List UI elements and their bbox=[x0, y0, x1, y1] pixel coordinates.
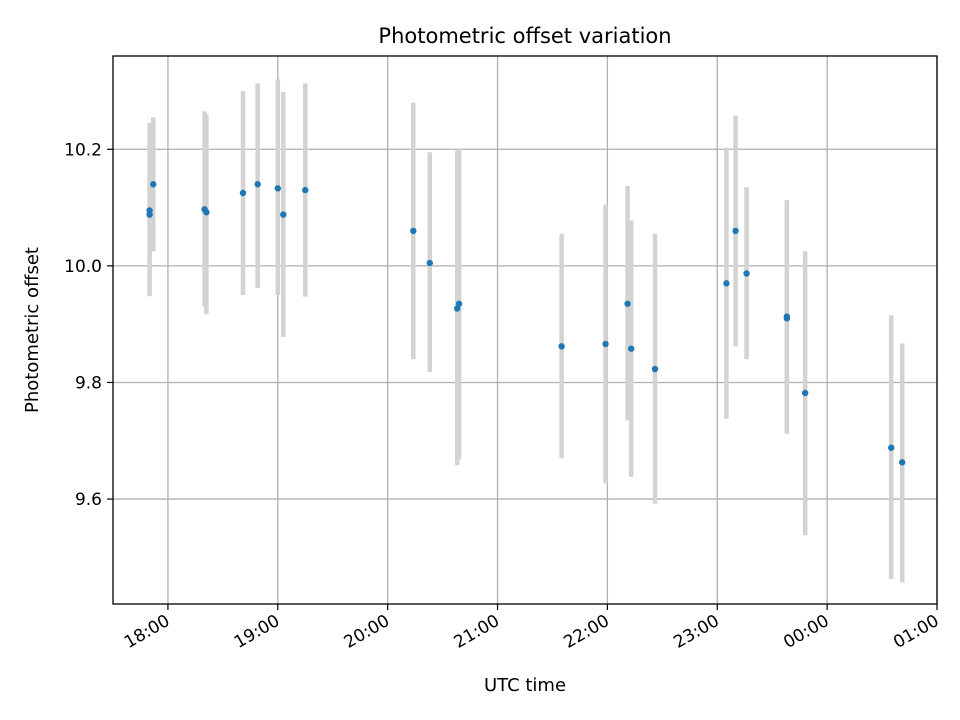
y-tick-label: 9.8 bbox=[75, 373, 102, 393]
data-point bbox=[410, 227, 417, 235]
data-point bbox=[254, 181, 261, 188]
data-point bbox=[274, 185, 281, 192]
data-point bbox=[888, 444, 895, 451]
data-point bbox=[602, 340, 609, 348]
x-tick-label: 22:00 bbox=[560, 611, 612, 653]
x-tick-label: 20:00 bbox=[341, 611, 393, 653]
data-point bbox=[239, 189, 247, 197]
x-tick-label: 19:00 bbox=[231, 611, 283, 653]
data-point bbox=[628, 345, 635, 352]
data-points bbox=[146, 181, 906, 466]
data-point bbox=[146, 211, 153, 218]
x-tick-label: 21:00 bbox=[451, 611, 503, 653]
x-tick-label: 18:00 bbox=[121, 611, 173, 653]
chart-title: Photometric offset variation bbox=[378, 24, 671, 48]
data-point bbox=[783, 315, 791, 322]
y-tick-label: 9.6 bbox=[75, 490, 102, 510]
data-point bbox=[801, 389, 809, 397]
data-point bbox=[624, 300, 631, 307]
x-tick-label: 00:00 bbox=[780, 611, 832, 653]
x-axis-label: UTC time bbox=[484, 675, 566, 696]
data-point bbox=[454, 305, 461, 312]
x-tick-label: 01:00 bbox=[890, 611, 942, 653]
plot-frame bbox=[112, 55, 938, 605]
y-tick-label: 10.0 bbox=[64, 257, 102, 277]
data-point bbox=[743, 270, 750, 277]
data-point bbox=[558, 343, 565, 350]
data-point bbox=[723, 280, 730, 287]
data-point bbox=[732, 227, 739, 235]
data-point bbox=[426, 259, 433, 267]
axis-ticks: 9.6 9.8 10.0 10.2 18:00 19:00 20:00 21:00 22:00 2… bbox=[64, 140, 942, 653]
data-point bbox=[150, 181, 157, 188]
data-point bbox=[899, 459, 906, 466]
y-axis-label: Photometric offset bbox=[22, 247, 43, 413]
y-tick-label: 10.2 bbox=[64, 140, 102, 160]
error-bars bbox=[147, 79, 905, 583]
grid bbox=[113, 56, 938, 604]
data-point bbox=[280, 211, 287, 218]
data-point bbox=[651, 365, 659, 373]
data-point bbox=[203, 209, 210, 216]
data-point bbox=[302, 186, 309, 194]
x-tick-label: 23:00 bbox=[670, 611, 722, 653]
